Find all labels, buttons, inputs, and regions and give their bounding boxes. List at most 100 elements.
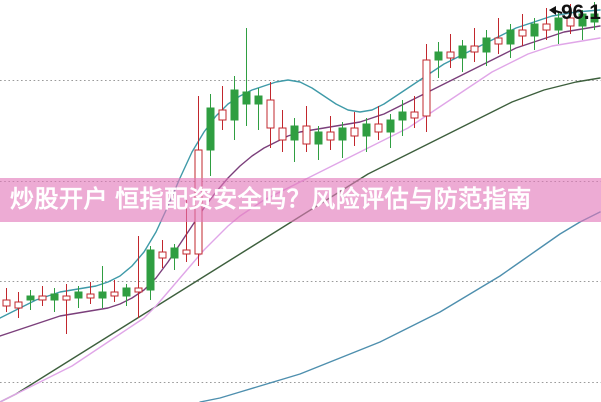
candle-body [242,91,251,105]
candlestick [74,286,83,308]
candle-body [110,291,119,297]
candlestick [110,280,119,302]
candle-body [506,29,515,45]
candle-body [74,291,83,299]
candlestick [98,266,107,308]
candle-body [350,127,359,137]
candlestick [506,24,515,58]
candle-body [362,123,371,137]
candle-body [182,249,191,255]
candle-body [278,127,287,141]
candle-body [578,13,587,27]
candle-body [98,291,107,299]
candlestick [38,286,47,306]
candle-body [314,131,323,145]
overlay-title-banner: 炒股开户 恒指配资安全吗？风险评估与防范指南 [0,178,601,222]
candle-body [518,29,527,37]
candle-body [386,119,395,133]
candlestick [302,106,311,152]
candle-body [86,293,95,299]
candlestick [254,88,263,130]
candle-body [338,127,347,141]
candlestick [458,40,467,72]
candle-body [134,287,143,293]
candlestick [290,118,299,162]
candlestick [62,284,71,334]
candle-body [206,107,215,151]
candle-body [554,17,563,31]
candle-body [326,131,335,141]
candle-body [566,17,575,27]
ma-line-ma-blue [199,211,601,402]
candlestick [146,246,155,300]
candlestick [242,28,251,126]
candle-body [530,23,539,37]
candlestick [314,126,323,160]
candle-body [254,95,263,105]
candlestick [122,284,131,306]
candle-body [302,125,311,145]
candlestick [326,116,335,150]
price-callout-arrow [549,6,563,15]
candlestick [518,14,527,46]
candlestick [446,34,455,68]
banner-title-text: 炒股开户 恒指配资安全吗？风险评估与防范指南 [10,186,532,213]
candle-body [470,45,479,53]
candle-body [146,249,155,291]
candlestick [14,292,23,318]
candle-body [266,99,275,129]
candlestick [374,106,383,140]
candlestick [134,236,143,318]
candlestick [386,114,395,148]
candlestick [554,12,563,44]
candlestick [542,8,551,40]
candle-body [26,295,35,301]
candlestick [578,10,587,40]
candle-body [374,123,383,133]
candle-body [482,37,491,53]
candlestick [170,244,179,270]
candle-body [62,295,71,301]
candlestick [338,122,347,158]
candlestick [470,28,479,62]
candlestick [218,86,227,130]
ma-line-ma-purple [0,25,601,337]
ma-line-ma-teal [0,9,601,319]
candlestick [230,76,239,140]
candle-body [290,125,299,141]
candle-body [38,295,47,301]
candlestick [590,2,599,30]
candlestick [50,288,59,312]
candle-body [590,13,599,23]
candlestick [86,282,95,304]
candlestick [278,110,287,152]
candle-body [410,111,419,119]
candlestick [530,18,539,50]
candle-body [494,37,503,45]
candlestick [494,18,503,54]
price-annotation-label: 96.18 [561,1,601,24]
candle-body [158,251,167,259]
candlestick [362,118,371,152]
candle-body [434,51,443,61]
candlestick [266,82,275,148]
candle-body [2,299,11,307]
candlestick [158,240,167,268]
candle-body [122,287,131,297]
arrow-head-icon [549,6,556,15]
candle-body [170,247,179,259]
candle-body [422,59,431,117]
candle-body [398,111,407,121]
candlestick [434,42,443,78]
candle-body [218,109,227,121]
candlestick [26,290,35,310]
candle-body [14,301,23,309]
candlestick [2,288,11,312]
candle-body [50,293,59,301]
candle-body [446,51,455,59]
candlestick [422,44,431,132]
candlestick [482,30,491,66]
candlestick [350,112,359,146]
candle-body [230,89,239,121]
